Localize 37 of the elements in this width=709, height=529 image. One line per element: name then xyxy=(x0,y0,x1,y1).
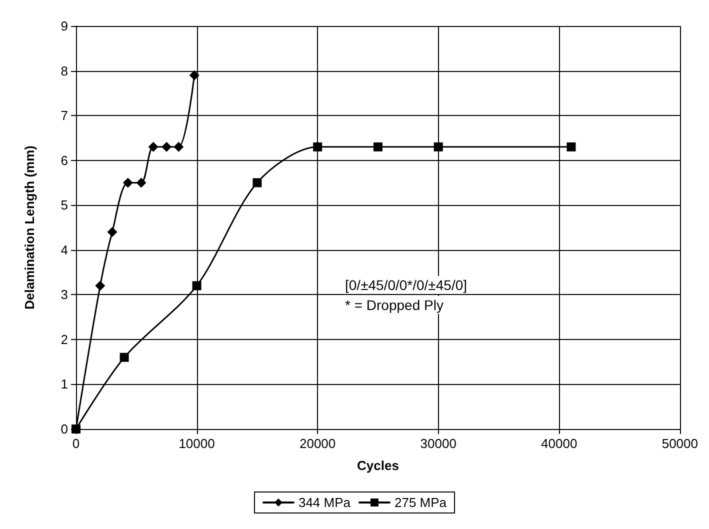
y-tick-label: 1 xyxy=(60,376,68,392)
annotation: * = Dropped Ply xyxy=(345,297,444,313)
y-tick-label: 6 xyxy=(60,152,68,168)
point xyxy=(95,280,106,291)
point xyxy=(107,226,118,237)
point xyxy=(162,142,172,152)
x-tick-label: 40000 xyxy=(541,436,578,451)
point xyxy=(252,178,262,188)
legend-label: 275 MPa xyxy=(394,495,448,510)
point xyxy=(136,178,146,188)
point xyxy=(434,142,443,152)
y-tick-label: 2 xyxy=(60,332,68,347)
y-tick-label: 3 xyxy=(60,287,68,302)
point xyxy=(566,142,576,152)
point xyxy=(313,142,322,152)
point xyxy=(148,142,158,152)
point xyxy=(120,352,129,362)
y-axis-title: Delamination Length (mm) xyxy=(22,146,37,310)
x-tick-label: 30000 xyxy=(420,436,456,451)
point xyxy=(192,281,202,290)
x-axis-title: Cycles xyxy=(357,458,399,473)
legend-label: 344 MPa xyxy=(298,495,352,510)
y-tick-label: 9 xyxy=(60,18,68,34)
x-tick-label: 10000 xyxy=(178,436,215,451)
point xyxy=(189,70,200,80)
y-tick-label: 5 xyxy=(60,198,68,213)
y-tick-label: 7 xyxy=(60,108,68,124)
point xyxy=(122,178,133,188)
x-tick-label: 20000 xyxy=(299,436,336,451)
point xyxy=(373,142,382,152)
annotation: [0/±45/0/0*/0/±45/0] xyxy=(345,277,468,293)
x-tick-label: 50000 xyxy=(662,436,698,451)
y-tick-label: 0 xyxy=(60,422,68,436)
point xyxy=(174,142,184,152)
y-tick-label: 8 xyxy=(60,63,68,78)
x-tick-label: 0 xyxy=(72,436,80,451)
y-tick-label: 4 xyxy=(60,242,68,258)
